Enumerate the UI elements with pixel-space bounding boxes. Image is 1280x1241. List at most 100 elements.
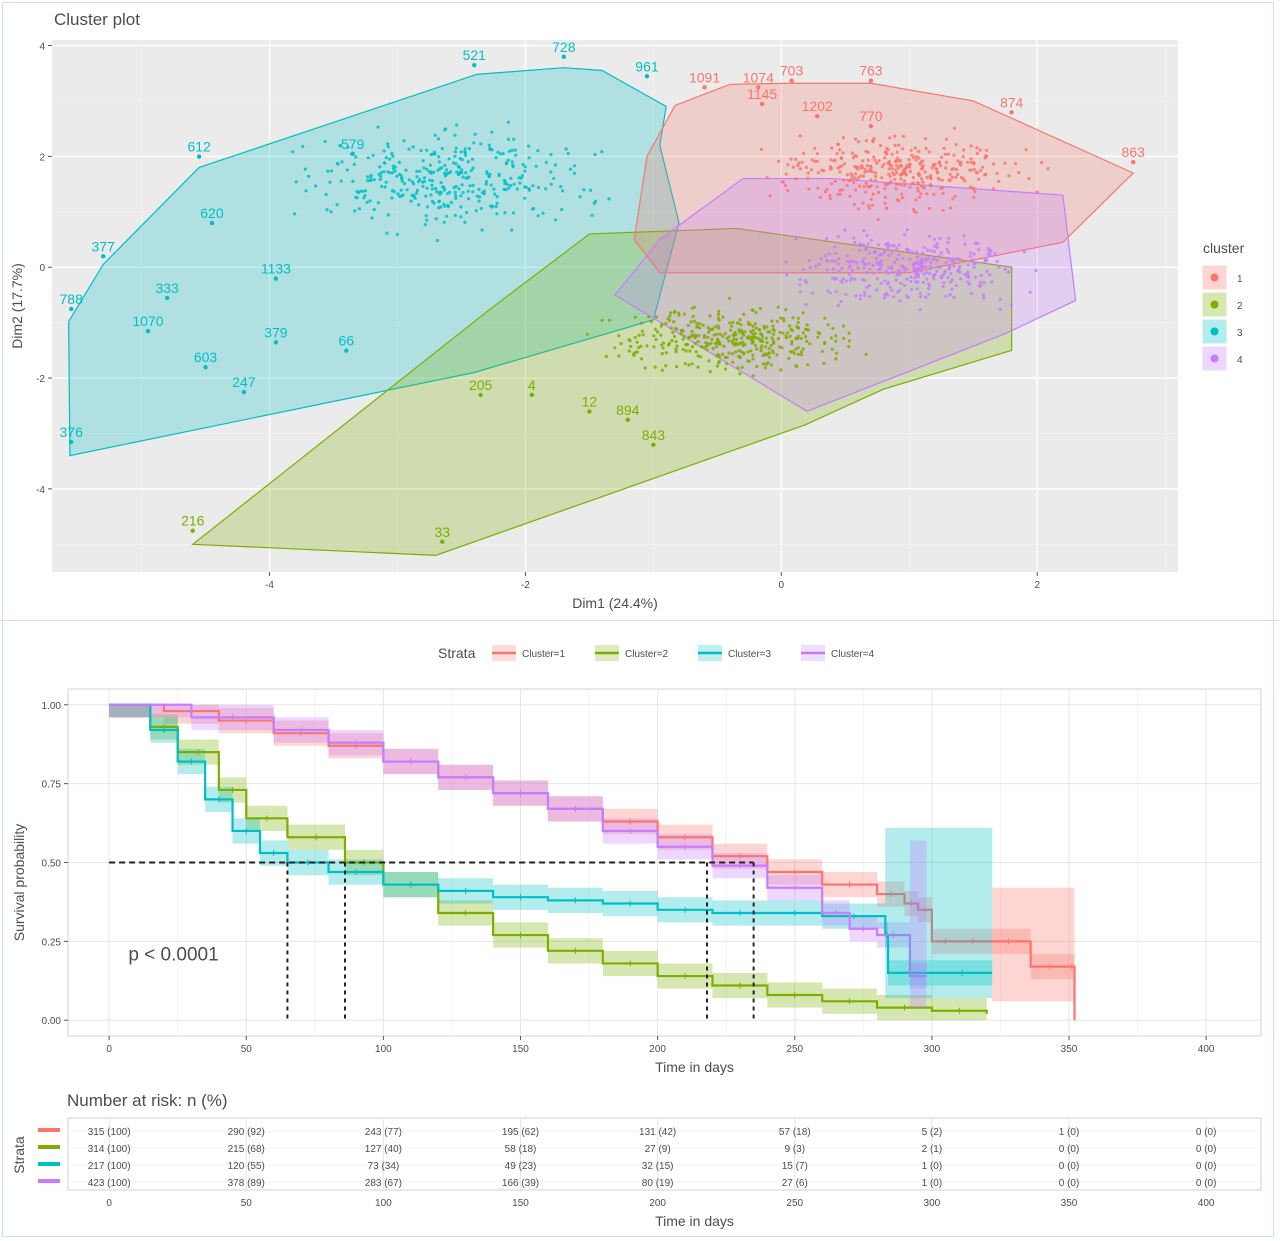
cluster-point <box>808 265 812 270</box>
cluster-point <box>979 273 983 277</box>
cluster-point <box>845 279 849 283</box>
cluster-point <box>463 153 468 157</box>
cluster-point <box>975 151 980 156</box>
cluster-point <box>985 258 989 263</box>
cluster-point <box>848 194 852 198</box>
survival-pvalue: p < 0.0001 <box>128 944 218 965</box>
cluster-point <box>443 174 447 178</box>
cluster-point <box>925 277 929 281</box>
cluster-point <box>866 184 870 189</box>
cluster-point <box>916 280 920 284</box>
cluster-point <box>864 246 868 251</box>
cluster-point <box>893 177 897 181</box>
cluster-point <box>667 343 671 347</box>
cluster-point-label: 763 <box>859 63 883 79</box>
risk-cell: 314 (100) <box>88 1144 131 1155</box>
cluster-point <box>425 148 429 152</box>
cluster-point <box>677 311 681 315</box>
cluster-point <box>933 272 937 277</box>
cluster-point <box>471 166 475 170</box>
cluster-point <box>850 151 855 155</box>
cluster-point <box>505 182 510 187</box>
cluster-point <box>882 296 887 300</box>
cluster-point <box>731 320 735 324</box>
cluster-point <box>969 168 973 172</box>
cluster-point <box>962 234 966 238</box>
cluster-point <box>749 349 753 353</box>
cluster-point-label: 1145 <box>747 86 777 102</box>
cluster-point <box>968 185 972 189</box>
cluster-point <box>830 146 834 150</box>
cluster-3-points <box>291 120 611 243</box>
cluster-point <box>392 167 396 171</box>
cluster-point <box>1035 190 1039 194</box>
cluster-point <box>845 183 849 187</box>
cluster-point <box>653 365 657 369</box>
cluster-point <box>660 322 664 326</box>
cluster-point <box>952 260 956 264</box>
cluster-point <box>856 266 860 270</box>
cluster-point <box>760 332 764 336</box>
cluster-point <box>880 165 884 169</box>
risk-cell: 195 (62) <box>502 1127 539 1138</box>
cluster-point <box>496 150 500 154</box>
cluster-point <box>951 257 955 261</box>
cluster-4-points <box>784 228 1038 312</box>
cluster-point <box>743 343 747 347</box>
survival-band-3-tail <box>885 827 993 999</box>
cluster-point-label: 863 <box>1122 144 1146 160</box>
cluster-point <box>969 157 973 161</box>
cluster-point <box>841 324 846 328</box>
cluster-point <box>917 156 921 160</box>
cluster-point <box>857 140 861 144</box>
cluster-point <box>809 168 814 172</box>
cluster-point <box>848 264 852 268</box>
cluster-point <box>883 156 887 160</box>
cluster-point <box>899 183 903 187</box>
cluster-point <box>876 218 880 222</box>
cluster-point <box>918 195 922 199</box>
cluster-point <box>727 339 731 343</box>
cluster-point <box>869 197 873 201</box>
cluster-point <box>979 280 983 284</box>
cluster-point <box>953 194 957 198</box>
cluster-point <box>714 345 719 349</box>
cluster-point <box>681 337 685 341</box>
cluster-point <box>673 334 677 339</box>
cluster-point <box>686 323 690 327</box>
cluster-point <box>886 266 891 270</box>
cluster-point <box>771 339 776 343</box>
cluster-point <box>765 341 769 345</box>
cluster-point <box>536 149 540 153</box>
cluster-point <box>708 370 712 374</box>
cluster-labeled-point <box>587 409 592 414</box>
cluster-point <box>788 350 793 354</box>
cluster-point <box>681 328 685 332</box>
cluster-point <box>706 326 710 330</box>
cluster-point <box>899 271 903 275</box>
cluster-point <box>600 150 604 154</box>
cluster-point <box>487 174 491 179</box>
cluster-legend-marker-4 <box>1210 354 1219 363</box>
cluster-point <box>775 353 779 357</box>
cluster-point <box>325 208 329 212</box>
cluster-point <box>918 308 922 312</box>
cluster-point <box>877 268 881 272</box>
cluster-point <box>751 328 755 332</box>
cluster-point <box>437 155 441 159</box>
cluster-point <box>814 264 818 268</box>
cluster-point <box>927 206 932 211</box>
cluster-point <box>627 338 631 342</box>
cluster-point <box>875 260 879 264</box>
cluster-point <box>391 154 395 158</box>
cluster-point <box>789 157 793 161</box>
cluster-point <box>886 148 890 152</box>
cluster-point <box>750 308 754 312</box>
cluster-point <box>461 175 465 179</box>
cluster-point <box>937 177 941 181</box>
cluster-point <box>572 164 577 168</box>
risk-cell: 0 (0) <box>1059 1178 1080 1189</box>
cluster-point <box>950 278 954 282</box>
cluster-point <box>666 317 670 321</box>
cluster-point <box>959 163 963 167</box>
